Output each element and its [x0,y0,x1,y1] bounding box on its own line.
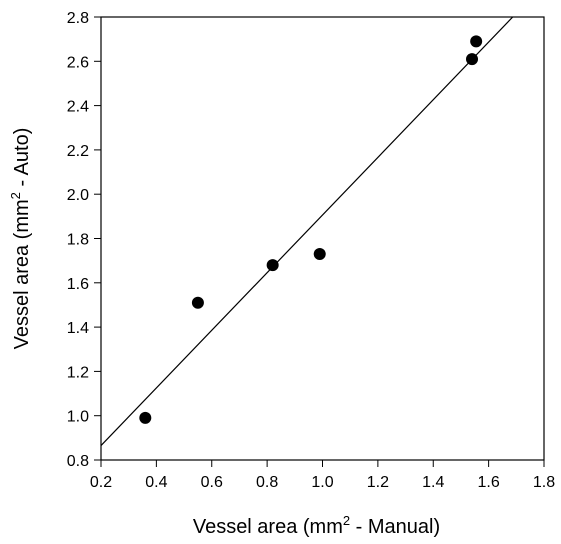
data-points [139,35,483,424]
y-tick-label: 1.6 [67,276,89,293]
x-tick-label: 0.8 [256,474,278,491]
regression-line [100,16,514,447]
y-tick-label: 1.2 [67,364,89,381]
plot-frame [100,16,545,461]
x-tick-label: 0.6 [201,474,223,491]
x-tick-label: 1.4 [422,474,444,491]
axis-label-text: Vessel area (mm [193,516,343,538]
x-tick-label: 1.8 [533,474,555,491]
y-tick-label: 1.0 [67,409,89,426]
data-point-2 [191,296,204,309]
y-tick-label: 2.8 [67,10,89,27]
data-point-5 [466,53,479,66]
x-tick-label: 1.2 [367,474,389,491]
x-tick-label: 1.0 [311,474,333,491]
plot-area [100,16,545,461]
x-tick-label: 0.2 [90,474,112,491]
axis-label-superscript: 2 [8,192,23,199]
y-tick-label: 2.6 [67,54,89,71]
axis-label-text: - Auto) [11,128,33,192]
data-point-4 [313,248,326,261]
axis-label-text: - Manual) [350,516,440,538]
axis-label-text: Vessel area (mm [11,199,33,349]
regression-line-group [100,16,514,447]
y-tick-label: 1.8 [67,232,89,249]
y-tick-label: 2.0 [67,187,89,204]
x-axis-label: Vessel area (mm2 - Manual) [193,513,440,538]
y-tick-label: 2.4 [67,99,89,116]
axis-ticks: 0.2 0.4 0.6 0.8 1.0 1.2 1.4 1.6 1.8 0.8 1.0 1.2 1.4 1… [67,10,555,491]
data-point-3 [266,259,279,272]
data-point-1 [139,411,152,424]
data-point-6 [470,35,483,48]
y-tick-label: 1.4 [67,320,89,337]
x-tick-label: 0.4 [145,474,167,491]
x-tick-label: 1.6 [478,474,500,491]
y-tick-label: 2.2 [67,143,89,160]
y-axis-label: Vessel area (mm2 - Auto) [8,128,33,350]
y-tick-label: 0.8 [67,453,89,470]
axis-label-superscript: 2 [343,513,350,528]
